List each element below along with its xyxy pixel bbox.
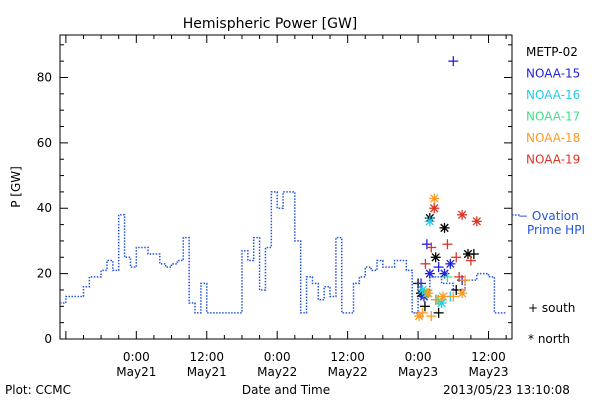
noaa-19-north-marker — [429, 203, 440, 214]
legend-noaa-17: NOAA-17 — [526, 110, 580, 124]
x-tick-label-time: 12:00 — [471, 350, 506, 364]
chart-title: Hemispheric Power [GW] — [183, 16, 358, 32]
x-tick-label-date: May23 — [398, 365, 438, 379]
y-axis: 0 20 40 60 80 — [37, 44, 512, 346]
plot-frame — [59, 34, 513, 340]
x-tick-label-time: 12:00 — [330, 350, 365, 364]
noaa-18-south-marker — [417, 307, 428, 318]
noaa-18-south-marker — [448, 291, 459, 302]
x-tick-label-time: 0:00 — [405, 350, 432, 364]
noaa-19-south-marker — [465, 255, 476, 266]
metp-02-south-marker — [419, 301, 430, 312]
noaa-15-south-marker — [416, 278, 427, 289]
noaa-15-north-marker — [445, 258, 456, 269]
metp-02-south-marker — [433, 307, 444, 318]
legend: METP-02 NOAA-15 NOAA-16 NOAA-17 NOAA-18 NOAA-… — [526, 45, 580, 167]
noaa-18-south-marker — [426, 311, 437, 322]
legend-metp-02: METP-02 — [526, 45, 578, 59]
legend-noaa-18: NOAA-18 — [526, 131, 580, 145]
noaa-18-south-marker — [460, 275, 471, 286]
legend-noaa-16: NOAA-16 — [526, 88, 580, 102]
noaa-15-south-marker — [448, 56, 459, 67]
y-tick-label: 0 — [44, 332, 52, 346]
x-tick-label-time: 12:00 — [189, 350, 224, 364]
noaa-18-north-marker — [423, 288, 434, 299]
y-tick-label: 80 — [37, 70, 52, 84]
ovation-label-line2: Prime HPI — [527, 223, 585, 237]
x-tick-label-date: May21 — [116, 365, 156, 379]
x-tick-label-date: May21 — [187, 365, 227, 379]
plot-credit: Plot: CCMC — [5, 383, 71, 397]
ovation-label-line1: − Ovation — [518, 209, 579, 223]
metp-02-south-marker — [468, 249, 479, 260]
noaa-19-south-marker — [451, 252, 462, 263]
noaa-15-south-marker — [433, 262, 444, 273]
metp-02-north-marker — [430, 252, 441, 263]
y-tick-label: 40 — [37, 201, 52, 215]
y-tick-label: 60 — [37, 136, 52, 150]
x-axis-label: Date and Time — [242, 383, 330, 397]
north-symbol-legend: * north — [528, 332, 570, 346]
legend-noaa-15: NOAA-15 — [526, 67, 580, 81]
ovation-series-line — [60, 191, 507, 314]
timestamp: 2013/05/23 13:10:08 — [443, 383, 570, 397]
noaa-17-south-marker — [442, 271, 453, 282]
noaa-19-south-marker — [454, 271, 465, 282]
south-symbol-legend: + south — [528, 301, 575, 315]
noaa-19-south-marker — [420, 258, 431, 269]
satellite-markers — [413, 56, 482, 322]
x-tick-label-date: May22 — [328, 365, 368, 379]
x-tick-label-time: 0:00 — [264, 350, 291, 364]
x-axis: 0:00May2112:00May210:00May2212:00May220:… — [65, 35, 509, 379]
noaa-19-north-marker — [471, 216, 482, 227]
noaa-18-north-marker — [457, 288, 468, 299]
noaa-19-south-marker — [442, 239, 453, 250]
y-tick-label: 20 — [37, 267, 52, 281]
x-tick-label-time: 0:00 — [123, 350, 150, 364]
noaa-19-north-marker — [457, 209, 468, 220]
y-axis-label: P [GW] — [9, 166, 23, 208]
legend-noaa-19: NOAA-19 — [526, 153, 580, 167]
noaa-18-north-marker — [429, 193, 440, 204]
noaa-18-north-marker — [438, 291, 449, 302]
x-tick-label-date: May22 — [257, 365, 297, 379]
metp-02-north-marker — [439, 222, 450, 233]
noaa-19-south-marker — [426, 242, 437, 253]
noaa-15-north-marker — [424, 268, 435, 279]
x-tick-label-date: May23 — [468, 365, 508, 379]
noaa-16-north-marker — [424, 216, 435, 227]
